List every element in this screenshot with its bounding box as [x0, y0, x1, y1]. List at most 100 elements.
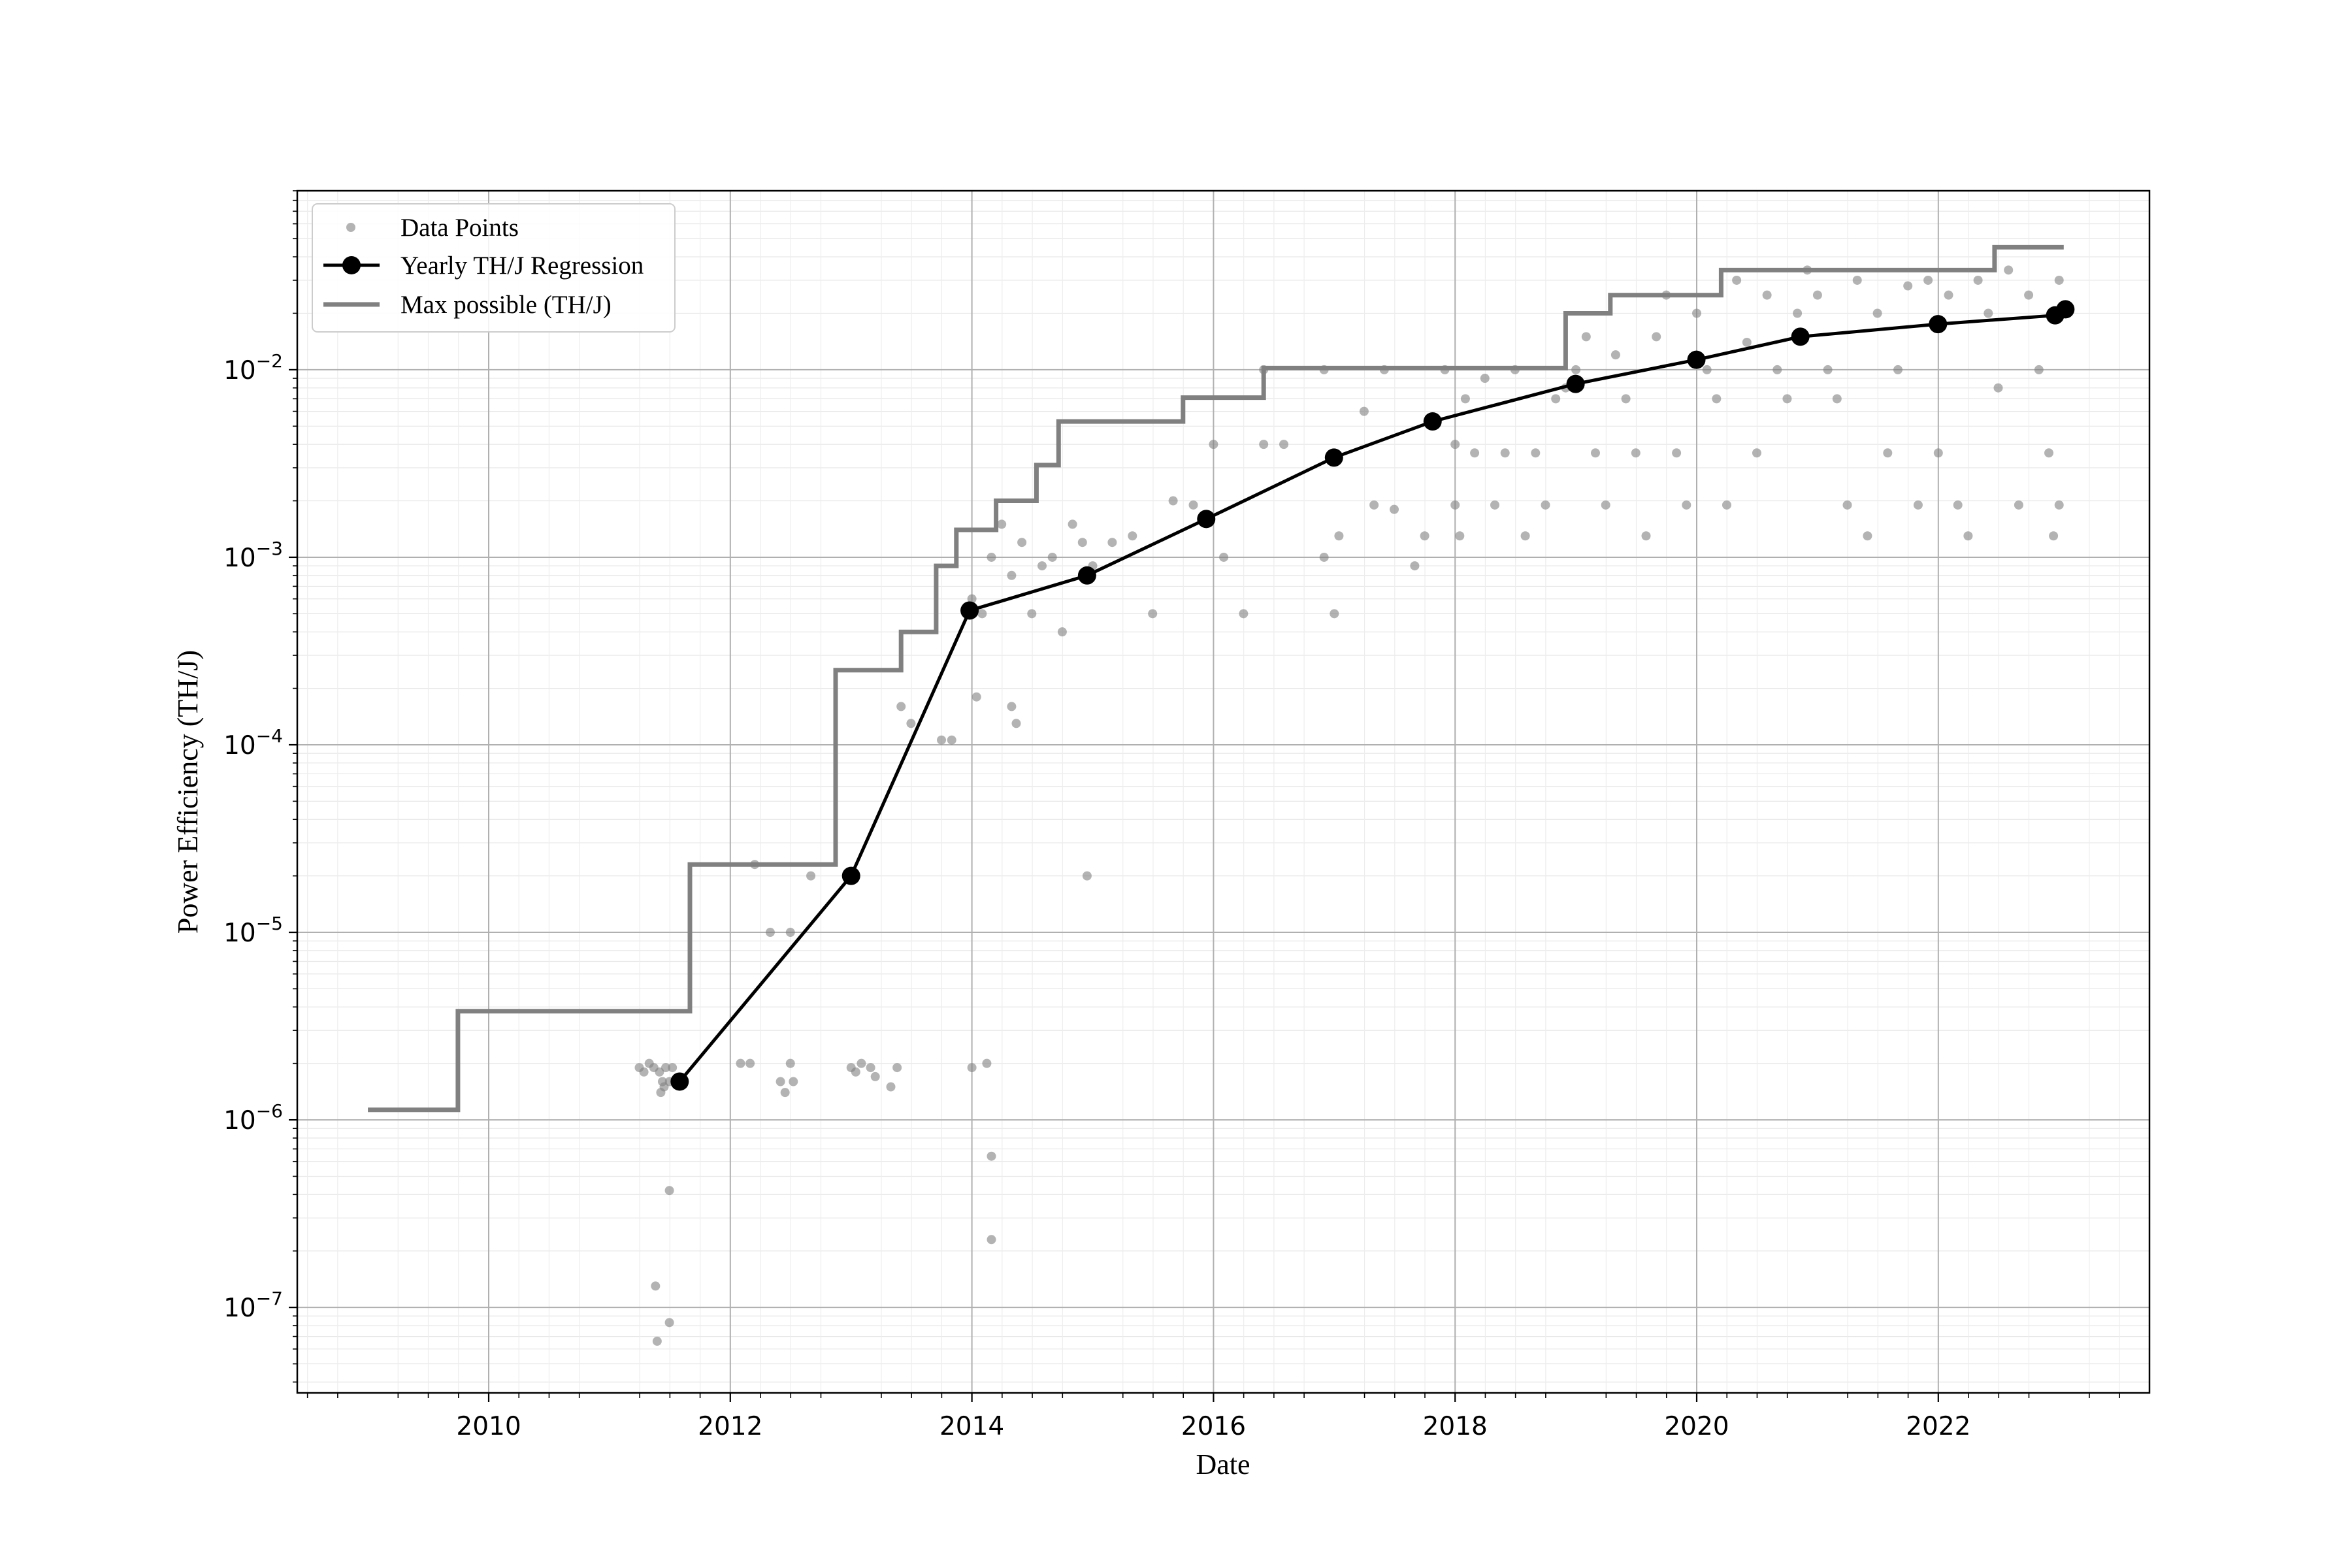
data-point	[656, 1088, 666, 1098]
regression-point	[2056, 300, 2075, 319]
data-point	[1017, 538, 1027, 547]
x-tick-label: 2014	[939, 1412, 1004, 1441]
data-point	[1872, 308, 1882, 318]
data-point	[1842, 500, 1852, 510]
data-point	[1188, 500, 1198, 510]
data-point	[780, 1088, 790, 1098]
data-point	[2044, 448, 2054, 458]
regression-point	[1929, 315, 1948, 334]
data-point	[1772, 365, 1782, 374]
data-point	[937, 735, 947, 745]
data-point	[1963, 531, 1973, 541]
regression-point	[960, 601, 979, 620]
data-point	[987, 1151, 996, 1161]
regression-point	[1324, 448, 1343, 467]
data-point	[1601, 500, 1610, 510]
regression-point	[1077, 566, 1096, 585]
data-point	[906, 719, 916, 728]
data-point	[997, 519, 1007, 529]
data-point	[1712, 394, 1722, 404]
data-point	[652, 1336, 662, 1346]
data-point	[1621, 394, 1631, 404]
data-point	[1470, 448, 1480, 458]
data-point	[1219, 552, 1229, 562]
data-point	[1852, 275, 1862, 285]
data-point	[967, 594, 977, 604]
data-point	[1450, 440, 1460, 449]
data-point	[1993, 383, 2003, 393]
data-point	[2014, 500, 2023, 510]
data-point	[785, 1058, 795, 1068]
data-point	[1541, 500, 1550, 510]
data-point	[886, 1082, 896, 1092]
y-axis-title: Power Efficiency (TH/J)	[172, 650, 204, 934]
data-point	[2024, 290, 2034, 300]
data-point	[1209, 440, 1218, 449]
data-point	[1410, 561, 1420, 571]
data-point	[1480, 374, 1490, 384]
data-point	[1460, 394, 1470, 404]
data-point	[870, 1071, 880, 1081]
data-point	[789, 1077, 798, 1086]
data-point	[866, 1063, 875, 1073]
regression-point	[670, 1072, 689, 1091]
data-point	[806, 871, 816, 881]
data-point	[972, 692, 981, 702]
legend-label-data-points: Data Points	[400, 214, 519, 242]
data-point	[1455, 531, 1465, 541]
data-point	[765, 928, 775, 938]
data-point	[1107, 538, 1117, 547]
data-point	[668, 1063, 678, 1073]
x-tick-label: 2012	[698, 1412, 762, 1441]
legend: Data Points Yearly TH/J Regression Max p…	[312, 203, 676, 333]
x-tick-label: 2020	[1664, 1412, 1729, 1441]
minor-grid	[297, 190, 2149, 1393]
y-tick-label: 10−4	[223, 725, 283, 760]
data-point	[1007, 702, 1017, 711]
data-point	[1933, 448, 1943, 458]
data-point	[1823, 365, 1833, 374]
data-point	[1128, 531, 1137, 541]
data-point	[1500, 448, 1510, 458]
data-point	[1641, 531, 1651, 541]
data-point	[1722, 500, 1731, 510]
data-point	[1913, 500, 1923, 510]
x-axis-title: Date	[1196, 1448, 1250, 1480]
legend-label-max-possible: Max possible (TH/J)	[400, 291, 612, 319]
y-tick-label: 10−7	[223, 1288, 283, 1323]
data-point	[1883, 448, 1893, 458]
data-point	[1863, 531, 1872, 541]
data-point	[1082, 871, 1092, 881]
data-point	[776, 1077, 785, 1086]
y-tick-label: 10−6	[223, 1100, 283, 1135]
legend-box	[312, 203, 676, 333]
data-point	[1610, 350, 1620, 360]
data-point	[1330, 609, 1339, 619]
data-point	[1732, 275, 1742, 285]
data-point	[2054, 275, 2064, 285]
data-point	[1652, 332, 1661, 342]
y-tick-label: 10−3	[223, 538, 283, 573]
data-point	[1239, 609, 1249, 619]
regression-point	[1687, 350, 1706, 369]
data-point	[1551, 394, 1561, 404]
data-point	[1531, 448, 1541, 458]
data-point	[1077, 538, 1087, 547]
data-point	[1037, 561, 1047, 571]
data-point	[1973, 275, 1983, 285]
data-point	[1450, 500, 1460, 510]
data-point	[1782, 394, 1792, 404]
legend-marker-data-points	[346, 223, 355, 232]
data-point	[745, 1058, 755, 1068]
data-point	[1762, 290, 1772, 300]
max-possible-line	[368, 244, 2064, 1113]
data-point	[1520, 531, 1530, 541]
data-point	[1057, 627, 1067, 637]
data-point	[1692, 308, 1702, 318]
data-point	[1068, 519, 1077, 529]
data-point	[1893, 365, 1903, 374]
data-point	[1944, 290, 1953, 300]
regression-point	[1566, 374, 1585, 393]
x-tick-label: 2022	[1906, 1412, 1970, 1441]
regression-point	[1791, 327, 1810, 346]
